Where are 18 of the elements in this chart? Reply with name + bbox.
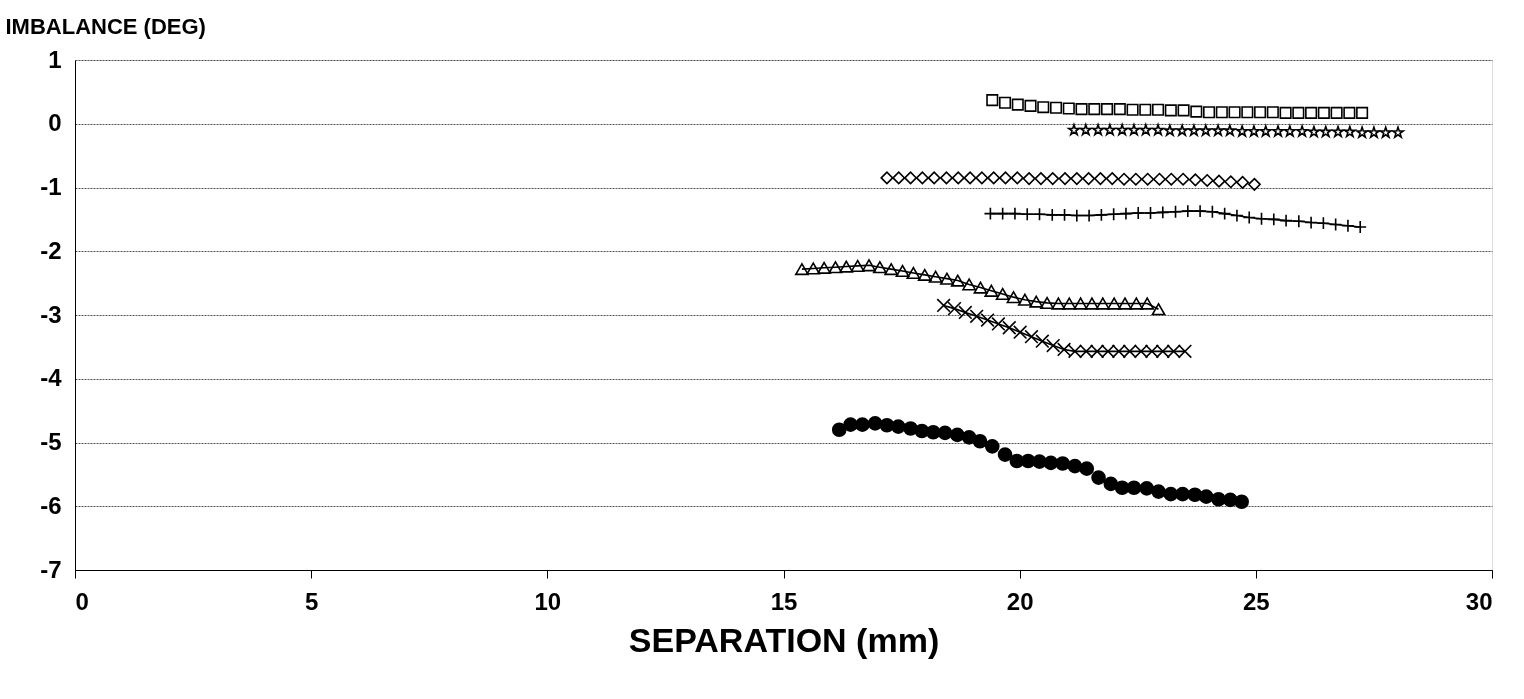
x-tick-label: 20 (1006, 587, 1034, 615)
y-tick-label: -5 (40, 428, 62, 455)
y-tick-label: -6 (40, 491, 62, 519)
y-tick-label: -1 (40, 173, 62, 200)
x-tick-label: 5 (304, 587, 319, 615)
x-tick-label: 30 (1465, 587, 1493, 615)
y-tick-label: -7 (40, 555, 62, 583)
x-axis-title: SEPARATION (mm) (628, 620, 940, 659)
y-tick-label: -4 (40, 364, 63, 392)
y-tick-label: -2 (40, 236, 62, 264)
y-tick-label: -3 (40, 300, 62, 328)
y-axis-title: IMBALANCE (DEG) (5, 13, 206, 39)
y-tick-label: 1 (48, 45, 62, 73)
y-tick-label: 0 (48, 109, 62, 137)
x-tick-label: 15 (770, 587, 798, 615)
x-tick-label: 25 (1242, 587, 1270, 615)
x-tick-label: 0 (75, 587, 89, 615)
x-tick-label: 10 (534, 587, 562, 615)
